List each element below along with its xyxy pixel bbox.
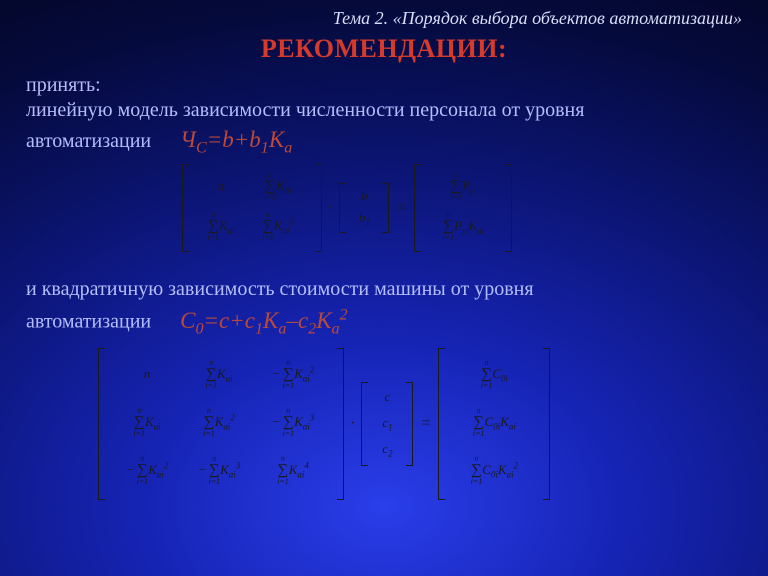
paragraph-2-lead: автоматизации (26, 311, 151, 333)
page-title: РЕКОМЕНДАЦИИ: (0, 34, 768, 64)
formula-linear: ЧС=b+b1Ka (180, 127, 292, 152)
paragraph-1-line-2: линейную модель зависимости численности … (26, 99, 742, 122)
topic-header: Тема 2. «Порядок выбора объектов автомат… (333, 8, 742, 29)
paragraph-2-line-2: автоматизации С0=c+c1Ka–c2Кa2 (26, 306, 348, 338)
formula-quadratic: С0=c+c1Ka–c2Кa2 (180, 308, 347, 333)
matrix-equation-quadratic: nn∑i=1Kai−n∑i=1Kai2n∑i=1Kain∑i=1Kai2−n∑i… (98, 348, 550, 500)
paragraph-2-line-1: и квадратичную зависимость стоимости маш… (26, 278, 742, 301)
paragraph-1-lead: автоматизации (26, 130, 151, 152)
matrix-equation-linear: nn∑i=1Kain∑i=1Kain∑i=1Kai2·bb1=n∑i=1Pyin… (182, 164, 512, 252)
paragraph-1-line-1: принять: (26, 74, 101, 97)
paragraph-1-line-3: автоматизации ЧС=b+b1Ka (26, 127, 292, 158)
